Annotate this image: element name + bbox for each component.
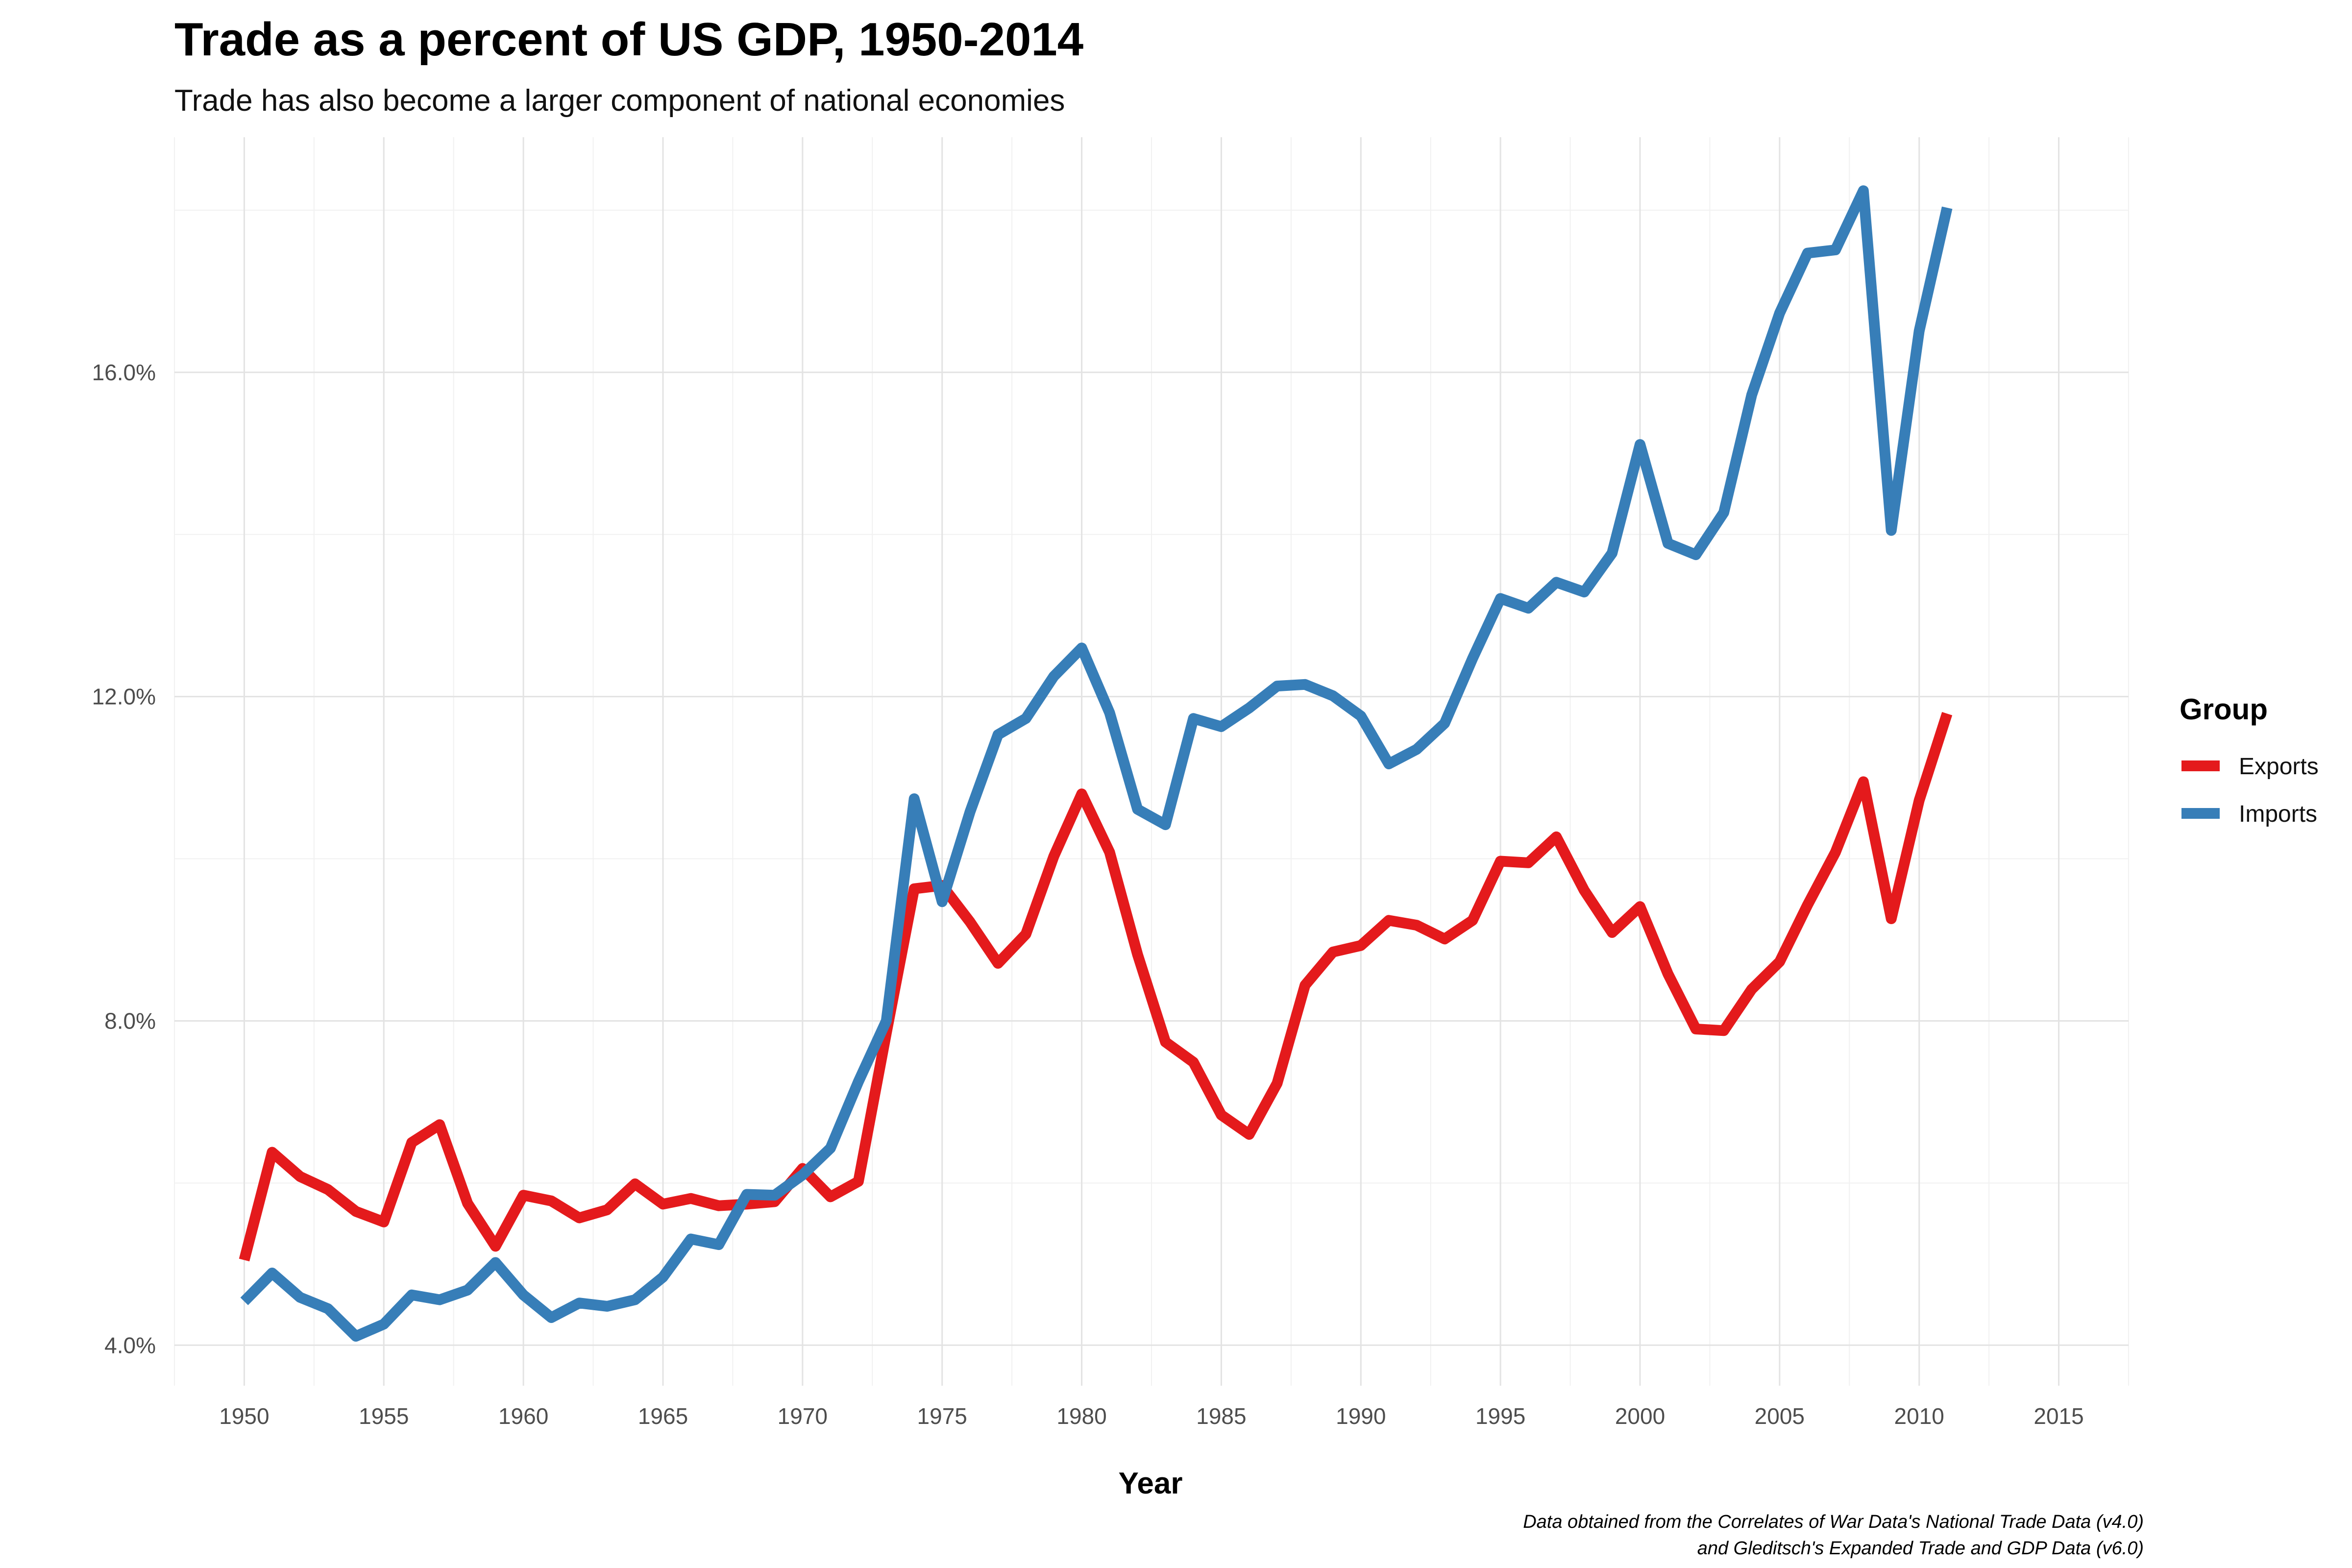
- y-tick-label-4: 4.0%: [104, 1332, 156, 1358]
- x-tick-label-1990: 1990: [1336, 1403, 1386, 1429]
- major-grid: [174, 137, 2129, 1386]
- x-tick-label-1960: 1960: [498, 1403, 548, 1429]
- x-axis-title: Year: [1118, 1467, 1182, 1500]
- caption: Data obtained from the Correlates of War…: [1523, 1512, 2144, 1559]
- legend-label-imports: Imports: [2239, 801, 2317, 827]
- chart-title: Trade as a percent of US GDP, 1950-2014: [174, 13, 1083, 66]
- x-tick-label-1970: 1970: [778, 1403, 828, 1429]
- x-tick-label-1955: 1955: [359, 1403, 409, 1429]
- x-tick-label-1965: 1965: [638, 1403, 688, 1429]
- legend-title: Group: [2180, 693, 2268, 726]
- y-axis-tick-labels: 4.0% 8.0% 12.0% 16.0%: [92, 360, 156, 1358]
- legend-label-exports: Exports: [2239, 754, 2319, 780]
- x-tick-label-2015: 2015: [2034, 1403, 2083, 1429]
- x-tick-label-1975: 1975: [917, 1403, 967, 1429]
- x-tick-label-2010: 2010: [1894, 1403, 1944, 1429]
- x-axis-tick-labels: 1950 1955 1960 1965 1970 1975 1980 1985 1990 1995…: [219, 1403, 2083, 1429]
- caption-line-1: Data obtained from the Correlates of War…: [1523, 1512, 2144, 1532]
- x-tick-label-1950: 1950: [219, 1403, 269, 1429]
- chart-subtitle: Trade has also become a larger component…: [174, 84, 1065, 118]
- x-tick-label-2005: 2005: [1755, 1403, 1805, 1429]
- series-line-imports: [240, 185, 1953, 1342]
- legend: Group Exports Imports: [2180, 693, 2319, 827]
- series-layer: [239, 185, 1953, 1342]
- x-tick-label-1995: 1995: [1475, 1403, 1525, 1429]
- x-tick-label-2000: 2000: [1615, 1403, 1665, 1429]
- x-tick-label-1980: 1980: [1056, 1403, 1106, 1429]
- y-tick-label-8: 8.0%: [104, 1008, 156, 1033]
- y-tick-label-12: 12.0%: [92, 684, 156, 710]
- minor-grid: [174, 137, 2129, 1386]
- x-tick-label-1985: 1985: [1196, 1403, 1246, 1429]
- caption-line-2: and Gleditsch's Expanded Trade and GDP D…: [1697, 1538, 2144, 1559]
- series-line-exports: [239, 712, 1953, 1262]
- y-tick-label-16: 16.0%: [92, 360, 156, 385]
